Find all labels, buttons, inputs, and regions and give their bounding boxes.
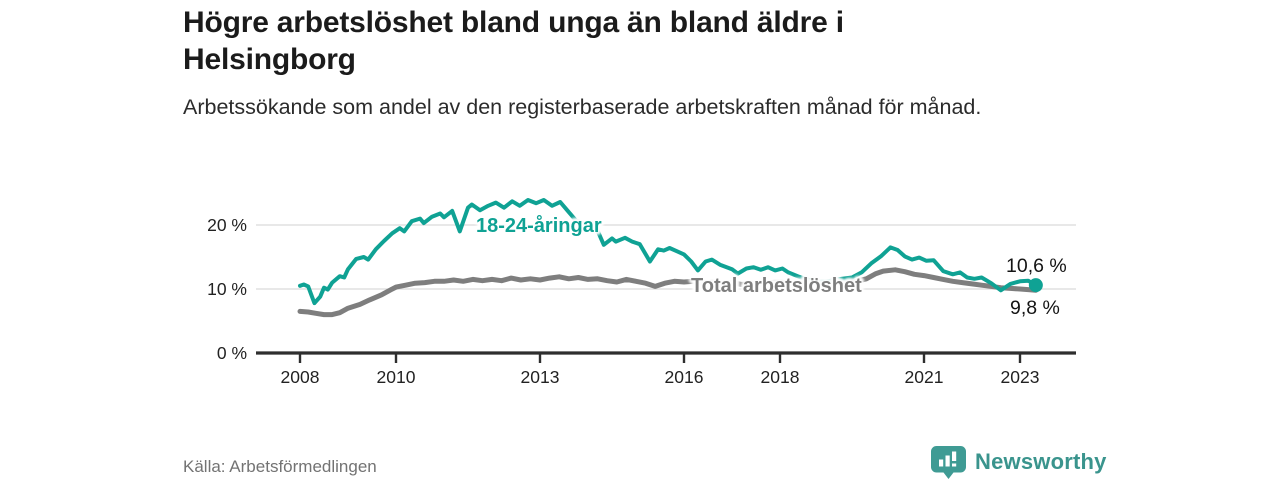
x-tick-label: 2016 (664, 367, 704, 387)
source-note: Källa: Arbetsförmedlingen (183, 457, 377, 476)
y-tick-label: 0 % (216, 343, 247, 363)
page-subtitle: Arbetssökande som andel av den registerb… (183, 95, 982, 119)
end-value-label-total: 9,8 % (1010, 297, 1060, 319)
series-label-18-24: 18-24-åringar (476, 215, 602, 237)
newsworthy-brand-name: Newsworthy (975, 449, 1107, 474)
x-tick-label: 2023 (1000, 367, 1040, 387)
newsworthy-brand-link[interactable]: Newsworthy (931, 444, 1107, 480)
x-tick-label: 2008 (280, 367, 320, 387)
page-title: Högre arbetslöshet bland unga än bland ä… (183, 6, 844, 76)
x-tick-label: 2018 (760, 367, 800, 387)
x-tick-label: 2021 (904, 367, 944, 387)
end-value-label-18-24: 10,6 % (1006, 255, 1067, 277)
series-label-total: Total arbetslöshet (691, 275, 862, 297)
x-tick-label: 2013 (520, 367, 560, 387)
y-tick-label: 20 % (207, 215, 247, 235)
x-tick-label: 2010 (376, 367, 416, 387)
newsworthy-logo-icon (931, 445, 966, 479)
y-tick-label: 10 % (207, 279, 247, 299)
